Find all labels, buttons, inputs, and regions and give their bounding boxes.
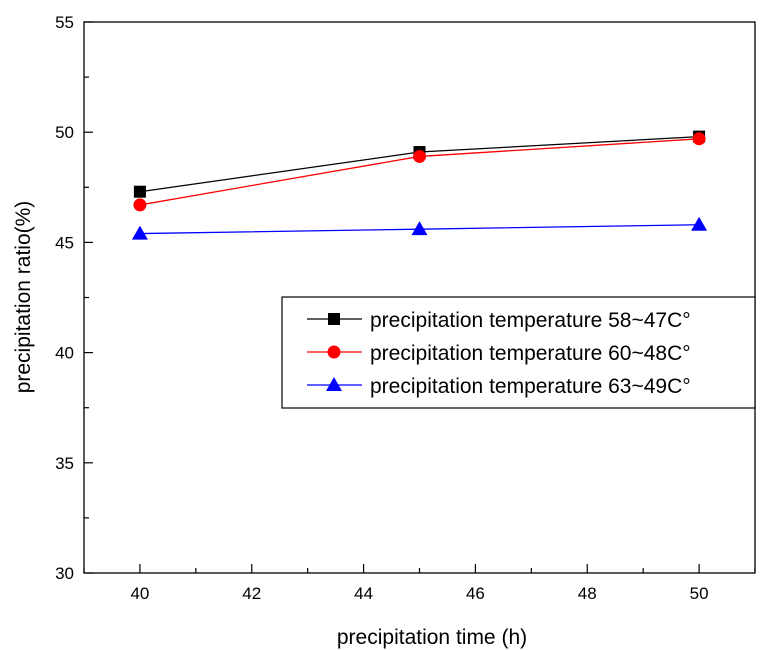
y-tick-label: 55: [55, 13, 74, 32]
legend-label: precipitation temperature 60~48C°: [370, 342, 691, 365]
legend-marker: [326, 377, 342, 391]
y-tick-label: 40: [55, 344, 74, 363]
series-1: [133, 130, 706, 198]
legend-label: precipitation temperature 63~49C°: [370, 375, 691, 398]
x-tick-label: 48: [578, 584, 597, 603]
y-tick-label: 30: [55, 564, 74, 583]
x-tick-label: 46: [466, 584, 485, 603]
x-tick-label: 40: [130, 584, 149, 603]
series-3: [131, 216, 708, 240]
y-tick-label: 50: [55, 123, 74, 142]
data-point: [692, 132, 706, 146]
data-point: [131, 225, 148, 240]
legend: precipitation temperature 58~47C° precipi…: [281, 296, 756, 409]
legend-marker: [327, 345, 341, 359]
data-point: [133, 198, 147, 212]
y-axis-title: precipitation ratio(%): [12, 201, 35, 394]
y-axis: 30 35 40 45 50 55: [55, 13, 93, 583]
x-tick-label: 42: [242, 584, 261, 603]
data-point: [133, 185, 146, 198]
legend-label: precipitation temperature 58~47C°: [370, 309, 691, 332]
series-2: [133, 132, 706, 212]
series-line: [139, 135, 700, 193]
data-point: [411, 221, 428, 236]
data-point: [691, 216, 708, 231]
legend-marker: [328, 313, 340, 325]
x-axis-title: precipitation time (h): [337, 626, 527, 649]
y-tick-label: 35: [55, 454, 74, 473]
series-layer: [131, 130, 708, 240]
data-point: [413, 149, 426, 163]
x-axis: 40 42 44 46 48 50: [83, 564, 756, 603]
x-tick-label: 50: [690, 584, 709, 603]
y-tick-label: 45: [55, 233, 74, 252]
x-tick-label: 44: [354, 584, 373, 603]
